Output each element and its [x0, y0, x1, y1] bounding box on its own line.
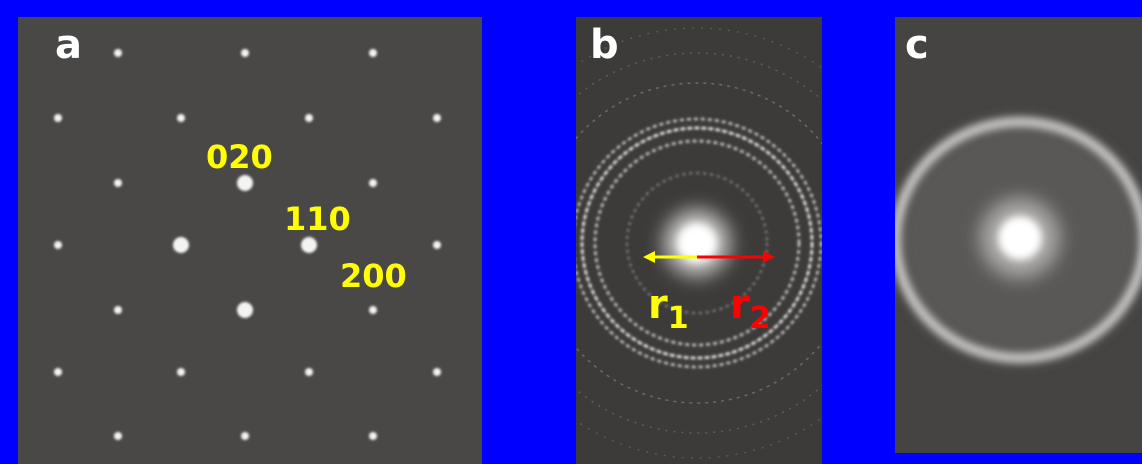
panel-label: c [905, 22, 929, 68]
spot [433, 114, 441, 122]
spot [114, 179, 122, 187]
spot [301, 237, 317, 253]
spot [173, 237, 189, 253]
spot [114, 306, 122, 314]
spot [433, 241, 441, 249]
spot [237, 302, 253, 318]
spot [241, 49, 249, 57]
spot [54, 241, 62, 249]
spot [369, 432, 377, 440]
spot [369, 306, 377, 314]
halo [896, 122, 1142, 358]
spot [177, 368, 185, 376]
miller-index: 110 [284, 200, 351, 238]
spot [177, 114, 185, 122]
spot [114, 49, 122, 57]
miller-index: 020 [206, 138, 273, 176]
miller-index: 200 [340, 257, 407, 295]
spot [114, 432, 122, 440]
spot [241, 432, 249, 440]
panel-a: a 020 110 200 [18, 17, 482, 464]
panel-label: b [590, 22, 619, 68]
spot [305, 114, 313, 122]
spot [433, 368, 441, 376]
spot [54, 368, 62, 376]
spot [237, 175, 253, 191]
spot [305, 368, 313, 376]
subscript: 2 [750, 301, 771, 336]
subscript: 1 [668, 301, 689, 336]
spot [369, 49, 377, 57]
page: a 020 110 200 b r1 r2 [0, 0, 1142, 464]
spot [369, 179, 377, 187]
figure: a 020 110 200 b r1 r2 [0, 0, 1142, 464]
symbol: r [730, 282, 750, 328]
symbol: r [648, 282, 668, 328]
panel-c: c [895, 17, 1142, 453]
panel-label: a [55, 22, 82, 68]
panel-a-image [18, 17, 482, 464]
spot [54, 114, 62, 122]
